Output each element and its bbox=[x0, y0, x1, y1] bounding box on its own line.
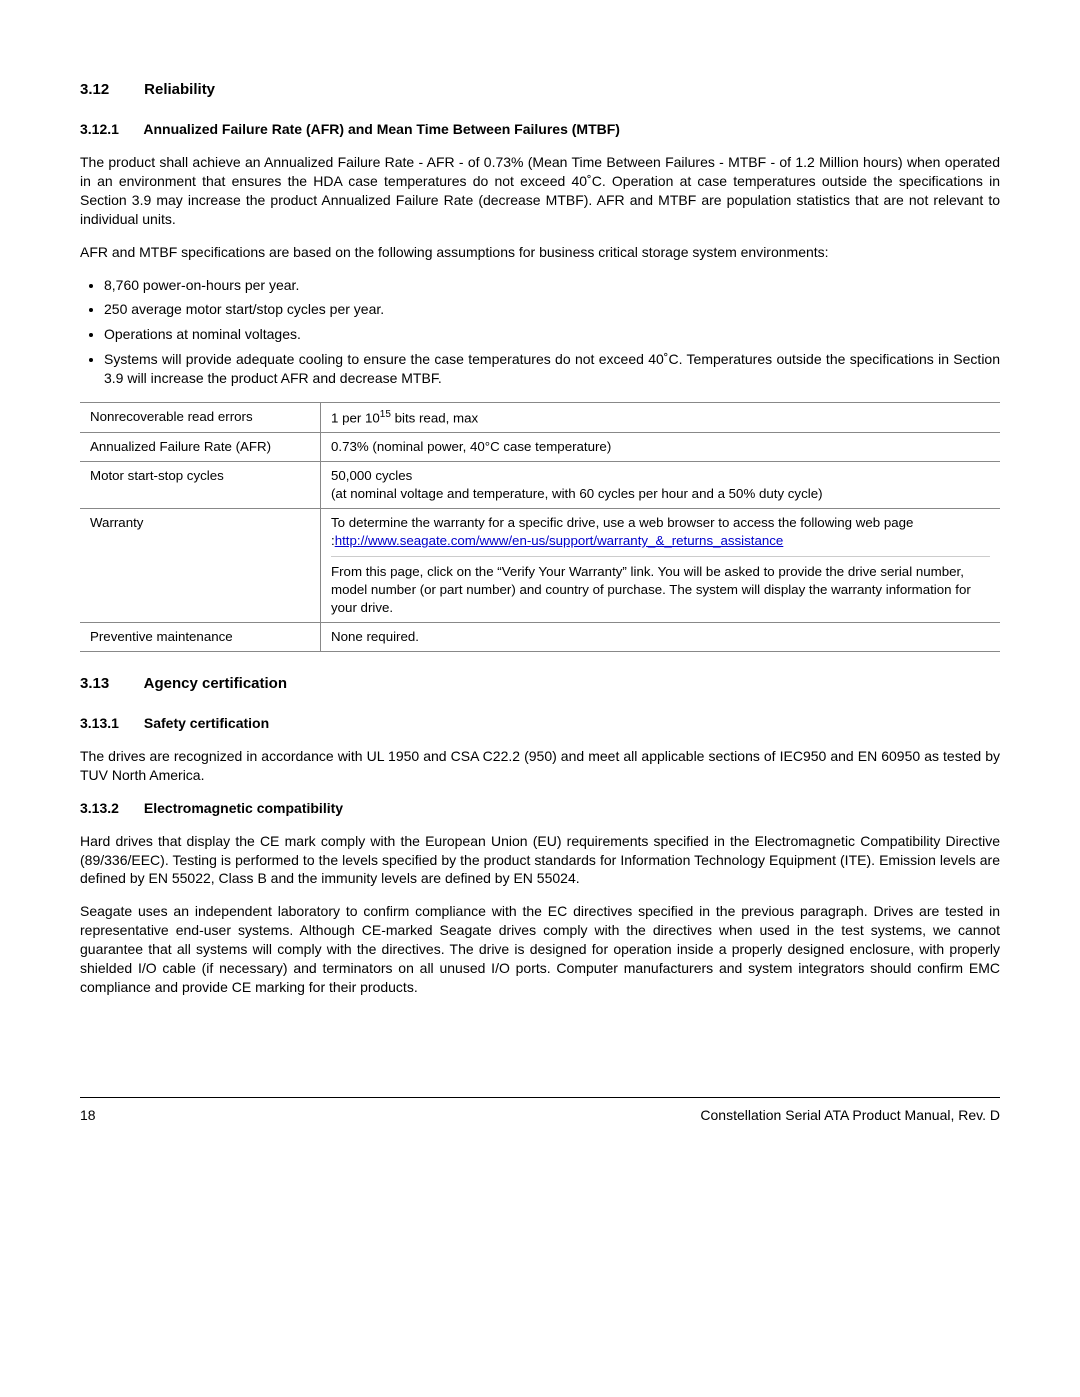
subsection-title: Safety certification bbox=[144, 715, 269, 731]
table-row: Motor start-stop cycles 50,000 cycles (a… bbox=[80, 462, 1000, 509]
section-3-13-2-heading: 3.13.2 Electromagnetic compatibility bbox=[80, 799, 1000, 818]
subsection-number: 3.12.1 bbox=[80, 120, 140, 139]
section-3-13-heading: 3.13 Agency certification bbox=[80, 674, 1000, 694]
reliability-table: Nonrecoverable read errors 1 per 1015 bi… bbox=[80, 402, 1000, 652]
section-3-12-1-heading: 3.12.1 Annualized Failure Rate (AFR) and… bbox=[80, 120, 1000, 139]
section-title: Reliability bbox=[144, 81, 215, 98]
table-value: 50,000 cycles (at nominal voltage and te… bbox=[321, 462, 1001, 509]
list-item: 250 average motor start/stop cycles per … bbox=[104, 300, 1000, 319]
table-value: None required. bbox=[321, 622, 1001, 651]
assumptions-list: 8,760 power-on-hours per year. 250 avera… bbox=[80, 276, 1000, 388]
table-label: Motor start-stop cycles bbox=[80, 462, 321, 509]
afr-paragraph-2: AFR and MTBF specifications are based on… bbox=[80, 243, 1000, 262]
table-label: Warranty bbox=[80, 509, 321, 623]
list-item: Systems will provide adequate cooling to… bbox=[104, 350, 1000, 388]
section-title: Agency certification bbox=[144, 675, 287, 692]
section-number: 3.13 bbox=[80, 674, 140, 694]
table-label: Preventive maintenance bbox=[80, 622, 321, 651]
table-row: Preventive maintenance None required. bbox=[80, 622, 1000, 651]
safety-paragraph: The drives are recognized in accordance … bbox=[80, 747, 1000, 785]
emc-paragraph-2: Seagate uses an independent laboratory t… bbox=[80, 902, 1000, 996]
table-row: Nonrecoverable read errors 1 per 1015 bi… bbox=[80, 403, 1000, 433]
list-item: Operations at nominal voltages. bbox=[104, 325, 1000, 344]
section-3-12-heading: 3.12 Reliability bbox=[80, 80, 1000, 100]
section-3-13-1-heading: 3.13.1 Safety certification bbox=[80, 714, 1000, 733]
table-label: Nonrecoverable read errors bbox=[80, 403, 321, 433]
subsection-title: Annualized Failure Rate (AFR) and Mean T… bbox=[143, 121, 620, 137]
table-row: Annualized Failure Rate (AFR) 0.73% (nom… bbox=[80, 433, 1000, 462]
emc-paragraph-1: Hard drives that display the CE mark com… bbox=[80, 832, 1000, 889]
subsection-title: Electromagnetic compatibility bbox=[144, 800, 343, 816]
warranty-link[interactable]: http://www.seagate.com/www/en-us/support… bbox=[335, 533, 784, 548]
table-row: Warranty To determine the warranty for a… bbox=[80, 509, 1000, 623]
afr-paragraph-1: The product shall achieve an Annualized … bbox=[80, 153, 1000, 229]
page-footer: 18 Constellation Serial ATA Product Manu… bbox=[80, 1097, 1000, 1125]
table-value: 1 per 1015 bits read, max bbox=[321, 403, 1001, 433]
table-value: 0.73% (nominal power, 40°C case temperat… bbox=[321, 433, 1001, 462]
page-number: 18 bbox=[80, 1106, 96, 1125]
subsection-number: 3.13.1 bbox=[80, 714, 140, 733]
subsection-number: 3.13.2 bbox=[80, 799, 140, 818]
section-number: 3.12 bbox=[80, 80, 140, 100]
list-item: 8,760 power-on-hours per year. bbox=[104, 276, 1000, 295]
table-label: Annualized Failure Rate (AFR) bbox=[80, 433, 321, 462]
table-value: To determine the warranty for a specific… bbox=[321, 509, 1001, 623]
cell-separator bbox=[331, 556, 990, 557]
footer-title: Constellation Serial ATA Product Manual,… bbox=[700, 1106, 1000, 1125]
